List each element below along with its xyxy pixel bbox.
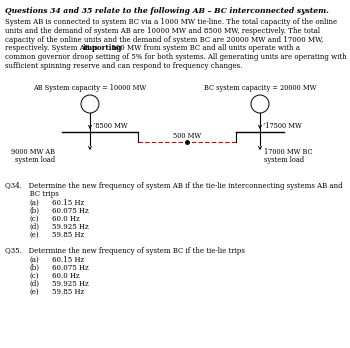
Text: 500 MW from system BC and all units operate with a: 500 MW from system BC and all units oper… [109,45,300,53]
Text: BC trips: BC trips [5,190,59,198]
Text: 17000 MW BC: 17000 MW BC [264,148,313,156]
Text: (d): (d) [30,223,40,231]
Text: (a): (a) [30,256,40,264]
Text: ’17500 MW: ’17500 MW [263,122,302,130]
Text: 59.925 Hz: 59.925 Hz [52,223,89,231]
Text: System AB is connected to system BC via a 1000 MW tie-line. The total capacity o: System AB is connected to system BC via … [5,18,337,26]
Text: 500 MW: 500 MW [173,132,201,140]
Text: units and the demand of system AB are 10000 MW and 8500 MW, respectively. The to: units and the demand of system AB are 10… [5,27,320,35]
Text: 60.0 Hz: 60.0 Hz [52,272,80,280]
Text: respectively. System AB is: respectively. System AB is [5,45,100,53]
Text: 59.925 Hz: 59.925 Hz [52,280,89,288]
Text: common governor droop setting of 5% for both systems. All generating units are o: common governor droop setting of 5% for … [5,53,346,61]
Text: Q35.   Determine the new frequency of system BC if the tie-lie trips: Q35. Determine the new frequency of syst… [5,247,245,255]
Text: 60.15 Hz: 60.15 Hz [52,199,84,207]
Text: AB System capacity = 10000 MW: AB System capacity = 10000 MW [34,84,147,92]
Text: BC system capacity = 20000 MW: BC system capacity = 20000 MW [204,84,316,92]
Text: system load: system load [15,156,55,164]
Text: 59.85 Hz: 59.85 Hz [52,231,84,239]
Text: capacity of the online units and the demand of system BC are 20000 MW and 17000 : capacity of the online units and the dem… [5,35,323,44]
Text: Questions 34 and 35 relate to the following AB – BC interconnected system.: Questions 34 and 35 relate to the follow… [5,7,329,15]
Text: (a): (a) [30,199,40,207]
Text: 60.075 Hz: 60.075 Hz [52,264,89,272]
Text: 9000 MW AB: 9000 MW AB [11,148,55,156]
Text: (e): (e) [30,288,40,296]
Text: (b): (b) [30,207,40,215]
Text: (e): (e) [30,231,40,239]
Text: ’8500 MW: ’8500 MW [93,122,128,130]
Text: (d): (d) [30,280,40,288]
Text: (c): (c) [30,215,40,223]
Text: 59.85 Hz: 59.85 Hz [52,288,84,296]
Text: 60.075 Hz: 60.075 Hz [52,207,89,215]
Text: (c): (c) [30,272,40,280]
Text: sufficient spinning reserve and can respond to frequency changes.: sufficient spinning reserve and can resp… [5,62,242,70]
Text: system load: system load [264,156,304,164]
Text: (b): (b) [30,264,40,272]
Text: Q34.   Determine the new frequency of system AB if the tie-lie interconnecting s: Q34. Determine the new frequency of syst… [5,182,343,190]
Text: importing: importing [83,45,122,53]
Text: 60.0 Hz: 60.0 Hz [52,215,80,223]
Text: 60.15 Hz: 60.15 Hz [52,256,84,264]
